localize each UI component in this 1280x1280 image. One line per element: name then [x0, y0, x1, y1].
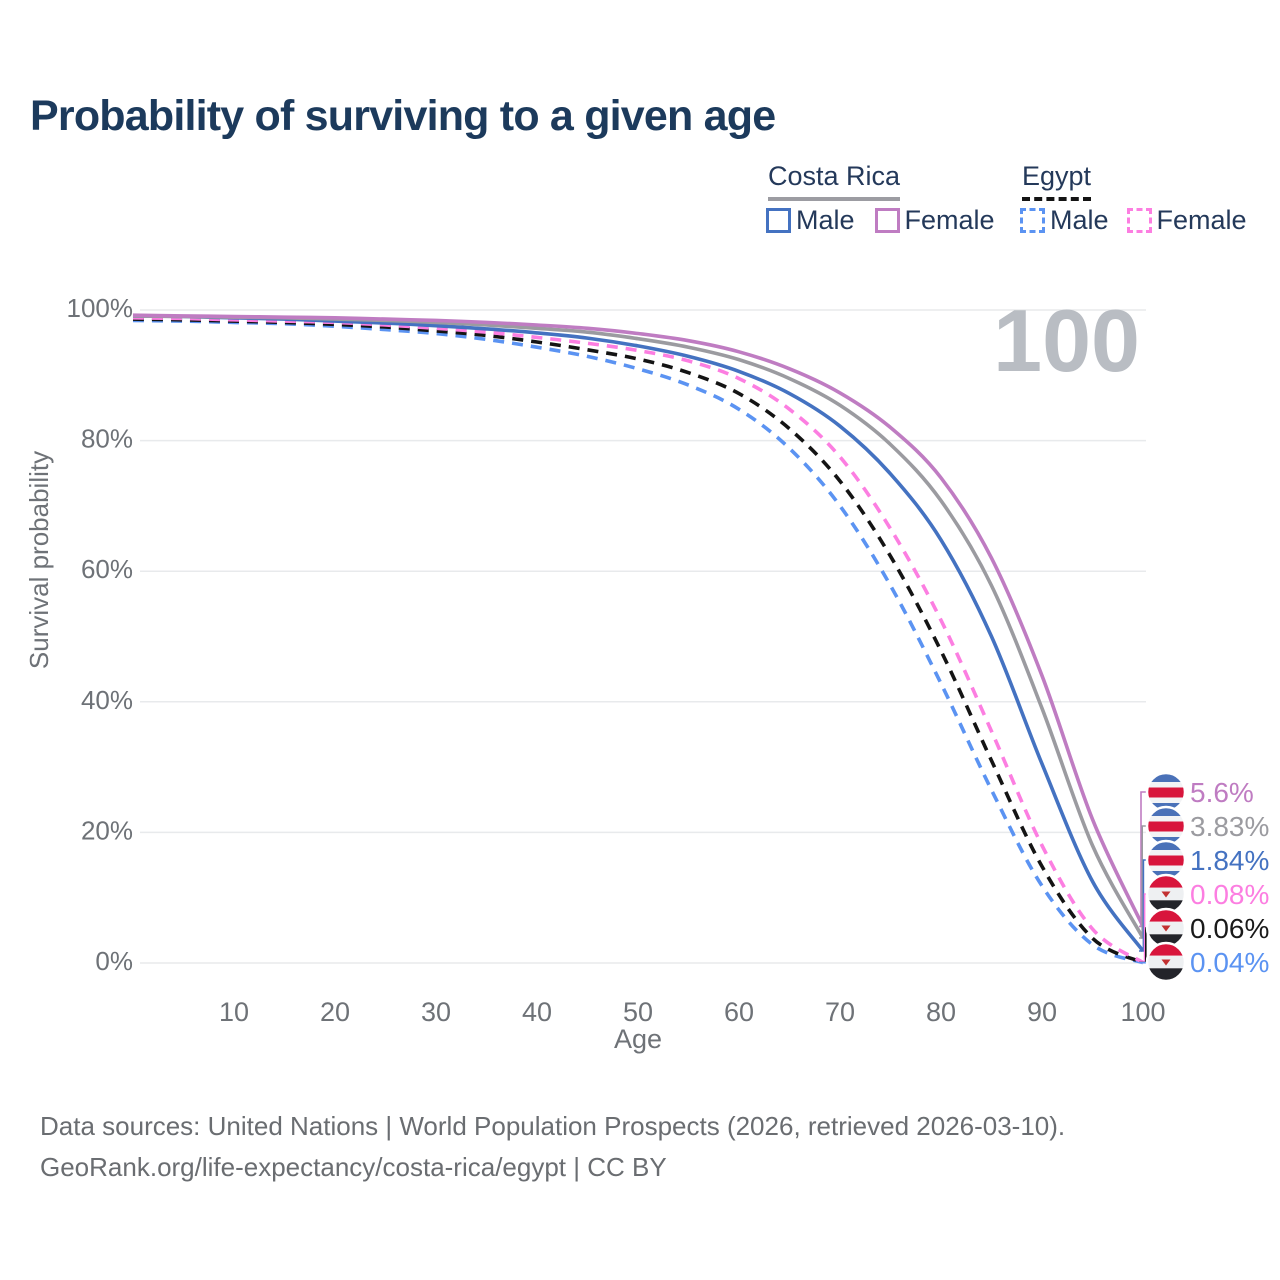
x-tick-label: 70 — [825, 997, 855, 1027]
series-line-costa-rica-male[interactable] — [132, 314, 1145, 953]
y-tick-label: 60% — [81, 554, 133, 584]
legend-item-costa-rica-male[interactable]: Male — [766, 205, 855, 236]
legend-group-costa-rica: Costa Rica — [768, 161, 901, 201]
y-tick-label: 20% — [81, 815, 133, 845]
costa-rica-flag-icon — [1145, 839, 1187, 881]
y-tick-label: 40% — [81, 685, 133, 715]
costa-rica-flag-icon — [1145, 771, 1187, 813]
x-tick-label: 10 — [219, 997, 249, 1027]
egypt-flag-icon — [1145, 907, 1187, 949]
legend-swatch-costa-rica-male — [766, 208, 791, 233]
x-tick-label: 100 — [1120, 997, 1165, 1027]
x-tick-label: 30 — [421, 997, 451, 1027]
series-line-egypt-female[interactable] — [132, 316, 1144, 965]
y-tick-label: 100% — [67, 293, 134, 323]
footer-attribution: GeoRank.org/life-expectancy/costa-rica/e… — [40, 1152, 667, 1182]
series-line-costa-rica[interactable] — [132, 314, 1145, 939]
end-value-label: 0.04% — [1190, 947, 1269, 978]
end-value-label: 0.08% — [1190, 879, 1269, 910]
legend-label-egypt-female: Female — [1156, 205, 1247, 235]
legend-row-egypt: Male Female — [1020, 205, 1247, 236]
x-tick-label: 20 — [320, 997, 350, 1027]
footer-data-sources: Data sources: United Nations | World Pop… — [40, 1111, 1066, 1141]
series-line-costa-rica-female[interactable] — [132, 313, 1145, 928]
x-tick-label: 50 — [623, 997, 653, 1027]
series-line-egypt-male[interactable] — [132, 318, 1144, 965]
legend-country-egypt[interactable]: Egypt — [1022, 161, 1092, 201]
egypt-flag-icon — [1145, 941, 1187, 983]
x-tick-label: 80 — [926, 997, 956, 1027]
legend-swatch-egypt-female — [1126, 208, 1152, 233]
legend-row-costa-rica: Male Female — [766, 205, 995, 236]
legend-item-egypt-female[interactable]: Female — [1126, 205, 1247, 236]
x-tick-label: 60 — [724, 997, 754, 1027]
end-value-label: 0.06% — [1190, 913, 1269, 944]
y-axis-title: Survival probability — [24, 451, 54, 669]
egypt-flag-icon — [1145, 873, 1187, 915]
end-value-label: 3.83% — [1190, 811, 1269, 842]
y-tick-label: 80% — [81, 424, 133, 454]
x-tick-label: 40 — [522, 997, 552, 1027]
page-title: Probability of surviving to a given age — [30, 92, 776, 140]
age-watermark: 100 — [993, 291, 1140, 390]
legend-label-costa-rica-male: Male — [796, 205, 855, 235]
costa-rica-flag-icon — [1145, 805, 1187, 847]
footer: Data sources: United Nations | World Pop… — [40, 1106, 1065, 1188]
end-label-connector — [1139, 791, 1149, 928]
x-tick-label: 90 — [1027, 997, 1057, 1027]
x-axis-title: Age — [614, 1024, 662, 1054]
end-value-label: 5.6% — [1190, 777, 1254, 808]
legend-swatch-costa-rica-female — [874, 208, 900, 233]
y-tick-label: 0% — [95, 946, 133, 976]
legend-item-egypt-male[interactable]: Male — [1020, 205, 1109, 236]
legend-country-costa-rica[interactable]: Costa Rica — [768, 161, 901, 201]
legend-label-costa-rica-female: Female — [904, 205, 995, 235]
end-value-label: 1.84% — [1190, 845, 1269, 876]
end-label-connector — [1139, 825, 1149, 939]
legend-item-costa-rica-female[interactable]: Female — [874, 205, 995, 236]
legend-label-egypt-male: Male — [1050, 205, 1109, 235]
legend-swatch-egypt-male — [1020, 208, 1045, 233]
legend-group-egypt: Egypt — [1022, 161, 1092, 201]
